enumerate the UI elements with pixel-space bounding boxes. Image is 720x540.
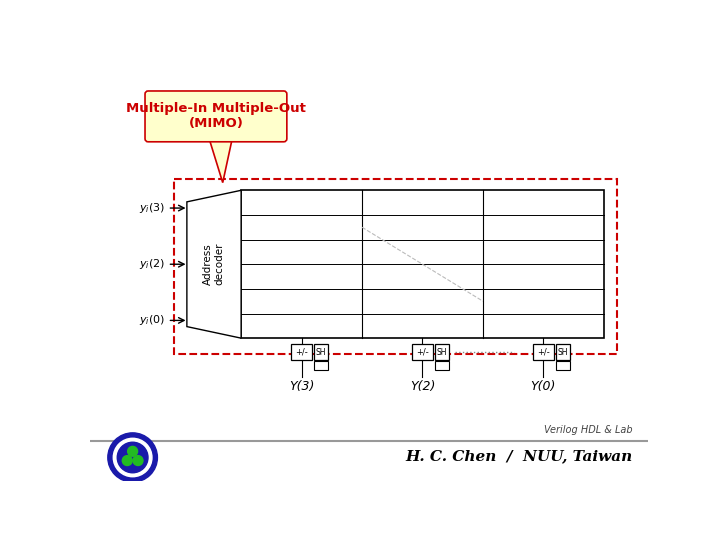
Text: +/-: +/- (537, 348, 550, 356)
Circle shape (113, 438, 152, 477)
Text: H. C. Chen  /  NUU, Taiwan: H. C. Chen / NUU, Taiwan (405, 449, 632, 463)
Text: Y(2): Y(2) (410, 380, 435, 393)
Text: SH: SH (557, 348, 568, 356)
Bar (291, 345, 312, 360)
Text: $y_i$(0): $y_i$(0) (139, 313, 165, 327)
Circle shape (133, 456, 143, 465)
Text: Verilog HDL & Lab: Verilog HDL & Lab (544, 425, 632, 435)
Polygon shape (209, 139, 233, 183)
FancyBboxPatch shape (145, 91, 287, 142)
Text: SH: SH (436, 348, 447, 356)
Text: +/-: +/- (295, 348, 308, 356)
Text: $y_i$(2): $y_i$(2) (139, 257, 165, 271)
Bar (435, 361, 449, 370)
Circle shape (122, 456, 132, 465)
Bar (314, 345, 328, 360)
Circle shape (108, 433, 158, 482)
Bar (174, 179, 617, 354)
Circle shape (117, 442, 148, 473)
Text: Address
decoder: Address decoder (203, 243, 225, 286)
Text: Y(0): Y(0) (531, 380, 556, 393)
Circle shape (127, 447, 138, 456)
Text: +/-: +/- (416, 348, 429, 356)
Bar (556, 345, 570, 360)
Polygon shape (187, 190, 241, 338)
Bar (533, 345, 554, 360)
Text: SH: SH (315, 348, 326, 356)
Bar (314, 361, 328, 370)
Bar (556, 361, 570, 370)
Bar (241, 190, 604, 338)
Bar (435, 345, 449, 360)
Text: Y(3): Y(3) (289, 380, 314, 393)
Text: $y_i$(3): $y_i$(3) (139, 201, 165, 215)
Text: Multiple-In Multiple-Out
(MIMO): Multiple-In Multiple-Out (MIMO) (126, 103, 306, 130)
Bar (412, 345, 433, 360)
